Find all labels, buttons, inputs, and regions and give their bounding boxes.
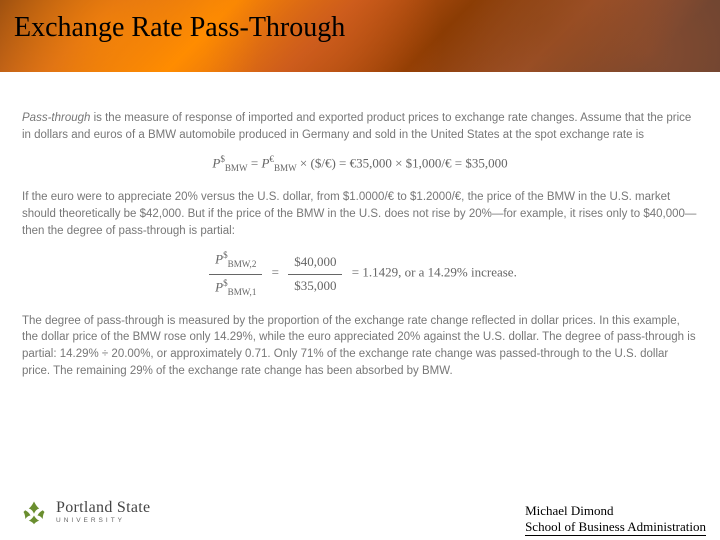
f2-num2: $40,000	[288, 253, 342, 275]
formula-2: P$BMW,2 P$BMW,1 = $40,000 $35,000 = 1.14…	[22, 249, 698, 298]
f2-den1: P$BMW,1	[209, 275, 262, 299]
p1-text: is the measure of response of imported a…	[22, 112, 691, 141]
slide-body: Pass-through is the measure of response …	[0, 72, 720, 379]
f2-num1-sym: P	[215, 252, 223, 267]
psu-university-name: Portland State	[56, 500, 150, 516]
slide-footer: Portland State UNIVERSITY Michael Dimond…	[0, 484, 720, 540]
f1-tail: × ($/€) = €35,000 × $1,000/€ = $35,000	[300, 156, 508, 171]
paragraph-1: Pass-through is the measure of response …	[22, 110, 698, 143]
f1-rhs1-sub: BMW	[274, 163, 297, 173]
term-passthrough: Pass-through	[22, 112, 90, 124]
header-banner: Exchange Rate Pass-Through	[0, 0, 720, 72]
f2-den2: $35,000	[288, 275, 342, 296]
f2-den1-sym: P	[215, 279, 223, 294]
credit-line2: School of Business Administration	[525, 519, 706, 536]
f2-frac1: P$BMW,2 P$BMW,1	[209, 249, 262, 298]
f1-eq: =	[251, 156, 262, 171]
f2-den1-sub: BMW,1	[228, 286, 257, 296]
f2-frac2: $40,000 $35,000	[288, 253, 342, 296]
slide-title: Exchange Rate Pass-Through	[14, 12, 345, 44]
paragraph-2: If the euro were to appreciate 20% versu…	[22, 189, 698, 239]
credit-line1: Michael Dimond	[525, 503, 706, 519]
paragraph-3: The degree of pass-through is measured b…	[22, 313, 698, 380]
f1-lhs-sub: BMW	[225, 163, 248, 173]
psu-logo: Portland State UNIVERSITY	[20, 498, 150, 526]
psu-logo-icon	[20, 498, 48, 526]
f2-tail: = 1.1429, or a 14.29% increase.	[352, 265, 517, 280]
formula-1: P$BMW = P€BMW × ($/€) = €35,000 × $1,000…	[22, 153, 698, 175]
f2-num1-sub: BMW,2	[228, 259, 257, 269]
f2-num1: P$BMW,2	[209, 249, 262, 274]
f2-mid: =	[272, 265, 283, 280]
psu-logo-text: Portland State UNIVERSITY	[56, 500, 150, 525]
credit-block: Michael Dimond School of Business Admini…	[525, 503, 706, 537]
psu-subline: UNIVERSITY	[56, 518, 150, 525]
